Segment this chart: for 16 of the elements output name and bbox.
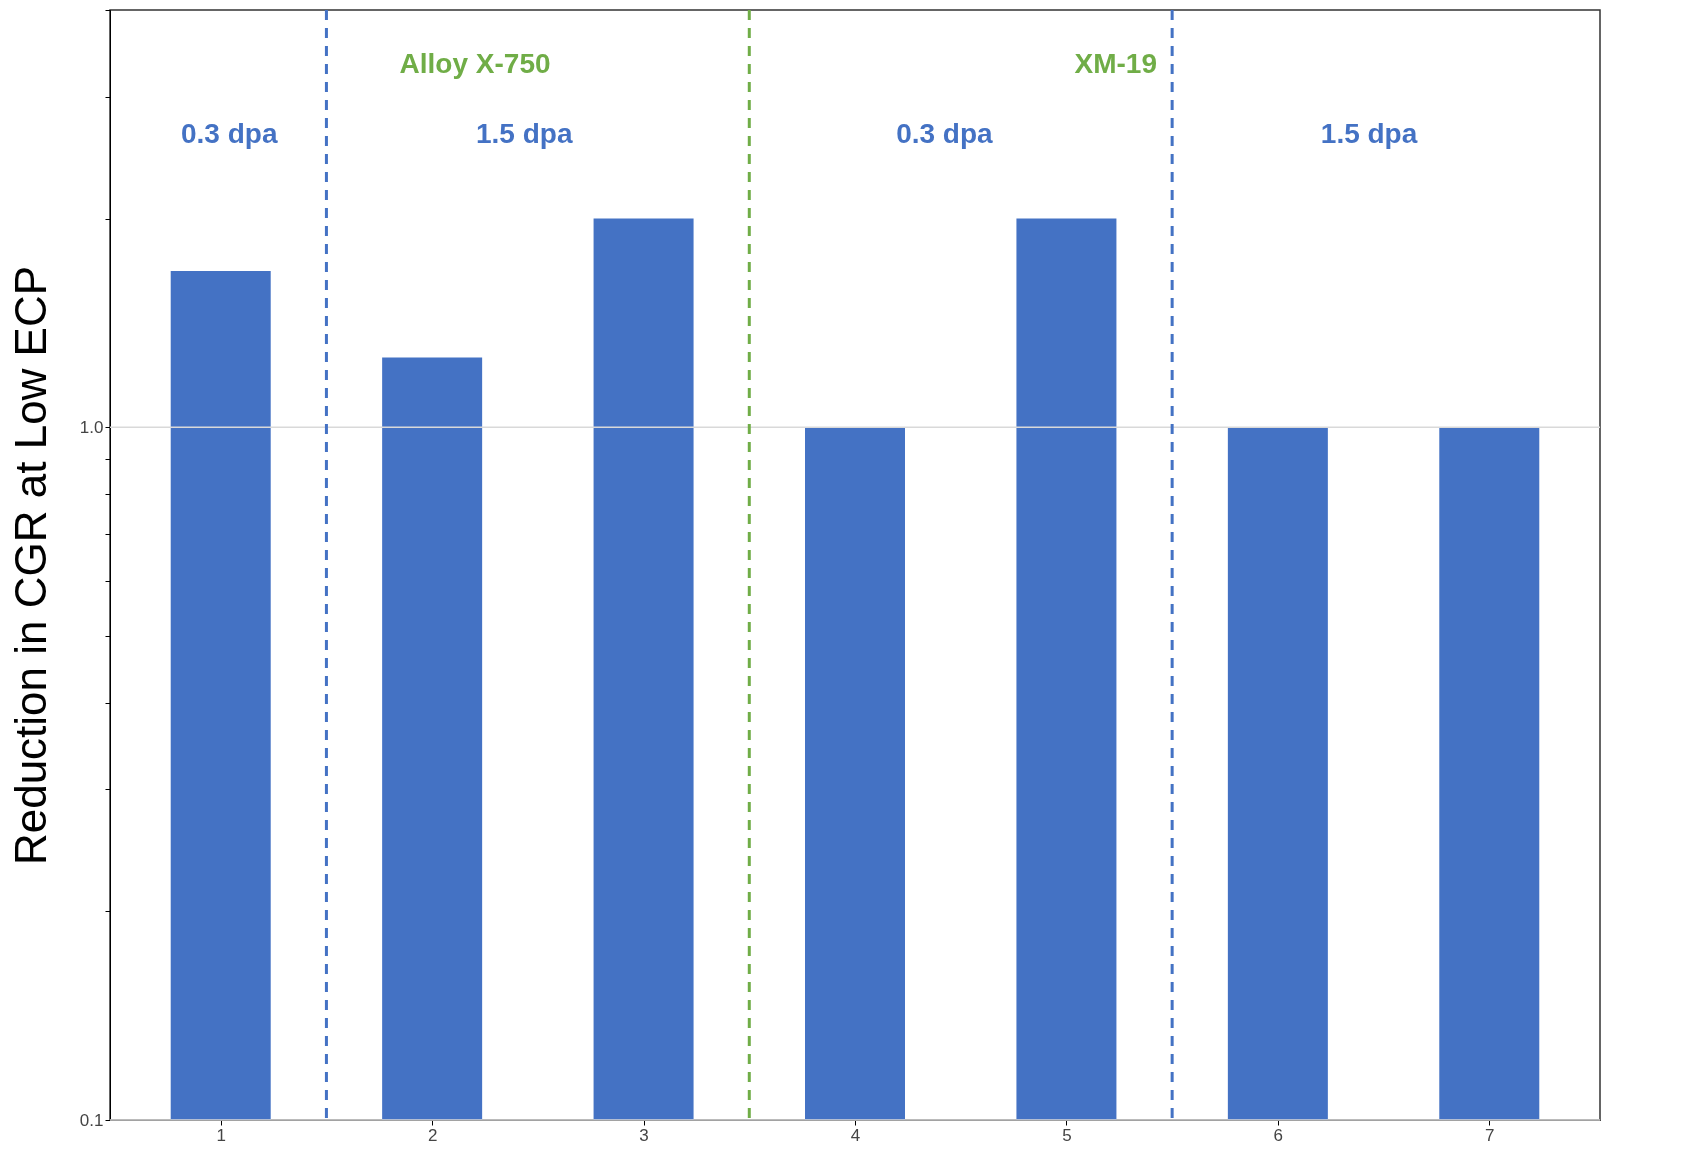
x-tick-label: 3 <box>639 1125 649 1145</box>
annotation: 0.3 dpa <box>896 118 994 149</box>
x-tick-label: 5 <box>1062 1125 1072 1145</box>
x-tick-label: 7 <box>1485 1125 1495 1145</box>
x-tick-label: 2 <box>427 1125 438 1145</box>
y-tick-label: 0.1 <box>79 1110 104 1130</box>
annotation: 1.5 dpa <box>475 118 573 149</box>
annotation: 1.5 dpa <box>1320 118 1418 149</box>
x-tick-label: 1 <box>216 1125 226 1145</box>
annotation: Alloy X-750 <box>399 48 551 79</box>
annotation: XM-19 <box>1074 48 1157 79</box>
annotation: 0.3 dpa <box>180 118 278 149</box>
x-tick-label: 6 <box>1273 1125 1284 1145</box>
x-tick-label: 4 <box>850 1125 861 1145</box>
y-axis-title: Reduction in CGR at Low ECP <box>5 265 55 866</box>
y-tick-label: 1.0 <box>79 417 104 437</box>
